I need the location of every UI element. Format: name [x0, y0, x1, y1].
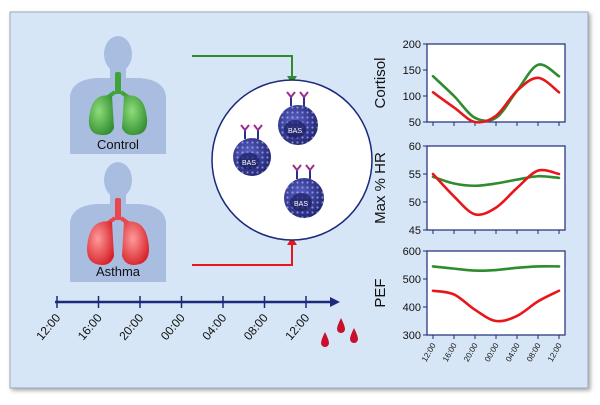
basophil-cell: BAS — [278, 91, 318, 145]
y-axis-label: Cortisol — [372, 58, 389, 109]
series-line-control — [431, 264, 561, 272]
asthma-lungs — [87, 198, 149, 265]
charts: 50 100 150 200 Cortisol 45 50 55 60 Max % HR 300 40… — [372, 39, 566, 363]
chart-plot-area — [426, 43, 566, 123]
series-line-asthma — [431, 76, 561, 124]
control-person: Control — [70, 36, 166, 154]
y-tick-label: 100 — [403, 91, 421, 103]
basophil-label: BAS — [288, 128, 302, 135]
timeline-arrowhead — [330, 297, 340, 307]
series-line-asthma — [431, 289, 561, 323]
series-line-asthma — [431, 168, 561, 217]
asthma-label: Asthma — [96, 264, 141, 279]
y-tick-label: 50 — [409, 197, 421, 209]
chart-2: 45 50 55 60 Max % HR — [372, 141, 566, 237]
basophil-circle — [211, 79, 373, 241]
y-tick-label: 400 — [403, 302, 421, 314]
y-tick-label: 45 — [409, 225, 421, 237]
asthma-arrow — [192, 237, 297, 266]
y-axis-label: PEF — [372, 278, 389, 307]
series-line-control — [431, 174, 561, 188]
basophil-cells: BAS BAS BAS — [233, 91, 324, 218]
chart-1: 50 100 150 200 Cortisol — [372, 39, 566, 129]
y-axis-label: Max % HR — [372, 152, 389, 224]
y-tick-label: 150 — [403, 65, 421, 77]
basophil-label: BAS — [294, 201, 308, 208]
y-tick-label: 200 — [403, 39, 421, 51]
basophil-label: BAS — [242, 160, 256, 167]
y-tick-label: 300 — [403, 330, 421, 342]
basophil-cell: BAS — [233, 124, 271, 176]
blood-drops-icon — [321, 318, 358, 347]
control-silhouette — [70, 36, 166, 154]
y-tick-label: 500 — [403, 274, 421, 286]
basophil-cell: BAS — [284, 164, 324, 218]
asthma-person: Asthma — [70, 162, 166, 282]
y-tick-label: 55 — [409, 169, 421, 181]
chart-plot-area — [426, 145, 566, 231]
y-tick-label: 600 — [403, 246, 421, 258]
y-tick-label: 50 — [409, 117, 421, 129]
control-label: Control — [97, 137, 139, 152]
control-lungs — [88, 72, 148, 136]
y-tick-label: 60 — [409, 141, 421, 153]
series-line-control — [431, 63, 561, 123]
